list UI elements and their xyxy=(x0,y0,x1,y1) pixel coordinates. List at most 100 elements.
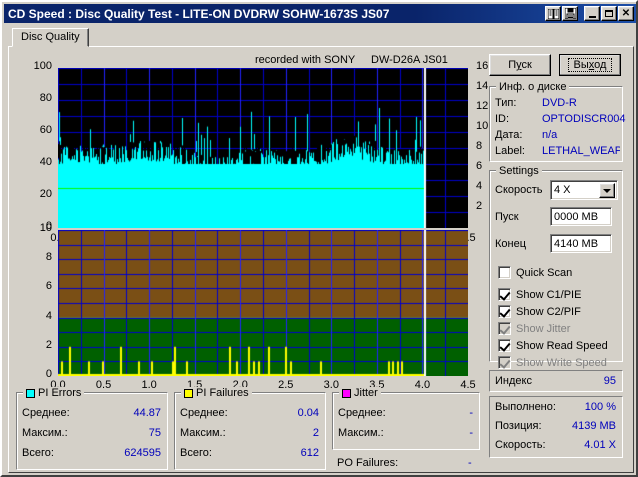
pi-errors-stats-title: PI Errors xyxy=(23,387,85,399)
title-bar-buttons: ✕ xyxy=(544,6,636,21)
index-label: Индекс xyxy=(495,375,532,387)
minimize-button[interactable] xyxy=(584,6,600,21)
y-tick-bottom-0: 0 xyxy=(45,368,52,380)
disc-type-value: DVD-R xyxy=(542,97,577,109)
checkbox-show-jitter: Show Jitter xyxy=(498,322,570,335)
pi-errors-total-label: Всего: xyxy=(22,447,54,459)
pi-failures-stats-group: PI Failures Среднее: 0.04 Максим.: 2 Все… xyxy=(174,387,326,470)
checkbox-box xyxy=(498,266,511,279)
jitter-max-label: Максим.: xyxy=(338,427,384,439)
tab-strip: Disc Quality xyxy=(8,28,634,48)
disc-type-label: Тип: xyxy=(495,97,517,109)
checkbox-quick-scan[interactable]: Quick Scan xyxy=(498,266,572,279)
window-title: CD Speed : Disc Quality Test - LITE-ON D… xyxy=(8,6,390,21)
disc-info-title: Инф. о диске xyxy=(496,81,570,93)
settings-group: Settings Скорость 4 X Пуск 0000 MB Конец… xyxy=(489,165,623,369)
x-tick-bottom-4.0: 4.0 xyxy=(414,379,431,391)
y-tick-bottom-10: 10 xyxy=(39,222,52,234)
end-mb-input[interactable]: 4140 MB xyxy=(550,234,612,253)
checkbox-box xyxy=(498,339,511,352)
x-tick-bottom-1.0: 1.0 xyxy=(141,379,157,391)
index-value: 95 xyxy=(603,375,616,387)
checkbox-label: Show C2/PIF xyxy=(516,305,581,318)
checkbox-box xyxy=(498,322,511,335)
pi-failures-stats-title: PI Failures xyxy=(181,387,252,399)
y-tick-right-16: 16 xyxy=(476,60,489,72)
pi-errors-color-swatch xyxy=(26,388,35,398)
disc-id-value: OPTODISCR004 xyxy=(542,113,626,125)
y-tick-right-2: 2 xyxy=(476,200,483,212)
chevron-down-icon[interactable] xyxy=(599,183,615,198)
checkbox-show-read-speed[interactable]: Show Read Speed xyxy=(498,339,608,352)
disc-info-group: Инф. о диске Тип: DVD-R ID: OPTODISCR004… xyxy=(489,81,626,162)
checkbox-show-c1-pie[interactable]: Show C1/PIE xyxy=(498,288,581,301)
y-tick-right-10: 10 xyxy=(476,120,489,132)
tab-disc-quality[interactable]: Disc Quality xyxy=(12,28,89,47)
speed-current-label: Скорость: xyxy=(495,439,546,451)
position-value: 4139 MB xyxy=(571,420,616,432)
pi-errors-chart xyxy=(58,68,468,228)
y-tick-bottom-2: 2 xyxy=(45,338,52,351)
pi-failures-chart xyxy=(58,230,468,376)
book-icon[interactable] xyxy=(545,6,561,21)
jitter-max-value: - xyxy=(469,427,473,439)
jitter-color-swatch xyxy=(342,388,351,398)
end-mb-value: 4140 MB xyxy=(554,237,599,250)
po-failures-value: - xyxy=(468,457,472,469)
chart-recorded-subtitle: DW-D26A JS01 xyxy=(371,54,448,66)
start-mb-label: Пуск xyxy=(495,211,519,223)
y-tick-right-4: 4 xyxy=(476,180,483,192)
pi-errors-max-label: Максим.: xyxy=(22,427,68,439)
jitter-stats-group: Jitter Среднее: - Максим.: - xyxy=(332,387,480,450)
y-tick-right-14: 14 xyxy=(476,80,489,92)
pi-failures-max-value: 2 xyxy=(312,427,319,439)
y-tick-bottom-4: 4 xyxy=(45,309,52,322)
start-mb-input[interactable]: 0000 MB xyxy=(550,207,612,226)
pi-errors-avg-label: Среднее: xyxy=(22,407,70,419)
y-tick-bottom-6: 6 xyxy=(45,280,52,293)
y-tick-bottom-8: 8 xyxy=(45,251,52,264)
disc-label-value: LETHAL_WEAPOI xyxy=(542,145,620,157)
maximize-button[interactable] xyxy=(601,6,617,21)
pi-errors-stats-group: PI Errors Среднее: 44.87 Максим.: 75 Все… xyxy=(16,387,168,470)
y-tick-left-40: 40 xyxy=(39,156,52,168)
close-button[interactable]: ✕ xyxy=(618,6,634,21)
speed-select[interactable]: 4 X xyxy=(550,180,618,200)
pi-errors-avg-value: 44.87 xyxy=(133,407,161,419)
x-tick-bottom-0.5: 0.5 xyxy=(95,379,112,391)
pi-failures-max-label: Максим.: xyxy=(180,427,226,439)
checkbox-box xyxy=(498,356,511,369)
floppy-disk-icon[interactable] xyxy=(562,6,578,21)
start-button-label: Пуск xyxy=(508,59,532,71)
checkbox-label: Show Write Speed xyxy=(516,356,607,369)
start-button[interactable]: Пуск xyxy=(489,54,551,76)
position-label: Позиция: xyxy=(495,420,542,432)
exit-button[interactable]: Выход xyxy=(559,54,621,76)
disc-id-label: ID: xyxy=(495,113,510,125)
title-bar: CD Speed : Disc Quality Test - LITE-ON D… xyxy=(4,4,636,23)
pi-failures-avg-value: 0.04 xyxy=(297,407,319,419)
jitter-avg-value: - xyxy=(469,407,473,419)
checkbox-box xyxy=(498,288,511,301)
speed-value: 4 X xyxy=(554,184,571,196)
pi-failures-total-value: 612 xyxy=(300,447,319,459)
exit-button-label: Выход xyxy=(567,58,613,72)
speed-label: Скорость xyxy=(495,184,543,196)
checkbox-show-c2-pif[interactable]: Show C2/PIF xyxy=(498,305,581,318)
tab-label: Disc Quality xyxy=(21,31,80,43)
y-tick-left-100: 100 xyxy=(33,60,52,72)
pi-failures-total-label: Всего: xyxy=(180,447,212,459)
y-tick-right-12: 12 xyxy=(476,100,489,112)
pi-failures-avg-label: Среднее: xyxy=(180,407,228,419)
completed-label: Выполнено: xyxy=(495,401,556,413)
y-tick-left-0: 0 xyxy=(45,220,52,232)
settings-title: Settings xyxy=(496,165,542,177)
po-failures-label: PO Failures: xyxy=(337,457,399,469)
chart-recorded-title: recorded with SONY xyxy=(255,54,356,66)
index-panel: Индекс 95 xyxy=(489,370,623,392)
disc-date-value: n/a xyxy=(542,129,558,141)
checkbox-show-write-speed: Show Write Speed xyxy=(498,356,607,369)
pi-errors-max-value: 75 xyxy=(148,427,161,439)
y-tick-right-6: 6 xyxy=(476,160,483,172)
progress-panel: Выполнено: 100 % Позиция: 4139 MB Скорос… xyxy=(489,396,623,458)
